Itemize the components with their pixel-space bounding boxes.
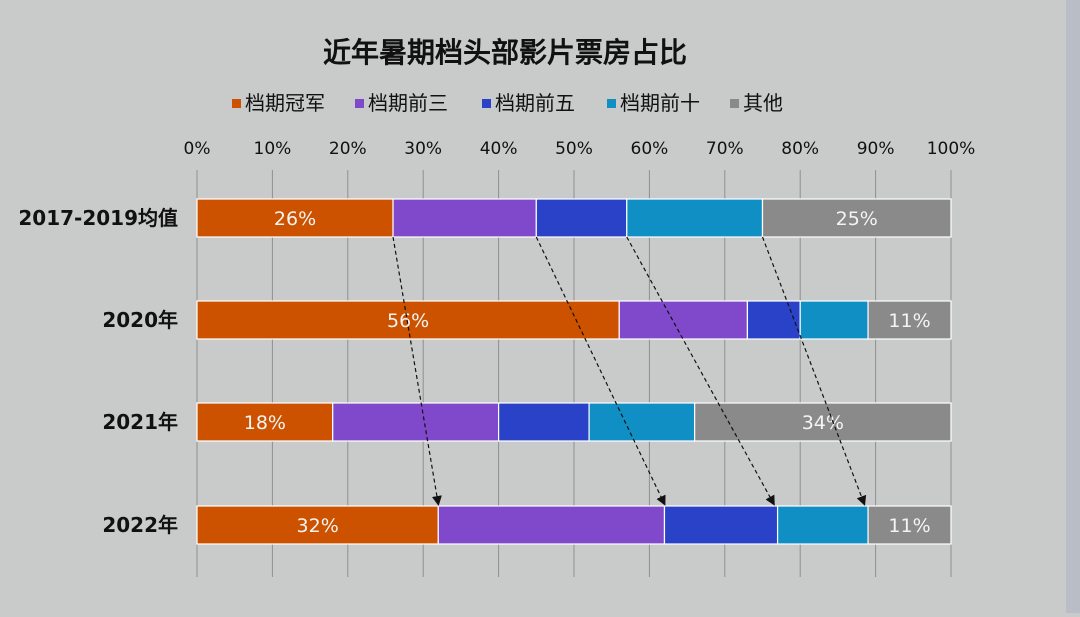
bar-segment [776,505,869,545]
y-category-label: 2022年 [102,513,178,537]
bar-segment [588,402,696,442]
data-label: 11% [888,310,930,332]
data-label: 18% [244,412,286,434]
data-label: 11% [888,515,930,537]
x-tick-label: 50% [555,139,593,159]
y-category-label: 2020年 [102,308,178,332]
legend-swatch [607,99,616,108]
dashed-arrow [392,236,442,506]
bar-segment [196,300,620,340]
bar-segment [746,300,801,340]
bar-segment [535,198,628,238]
legend-label: 档期前三 [368,91,448,115]
bar-segment [799,300,869,340]
data-label: 25% [836,208,878,230]
window-edge [1066,0,1080,613]
x-tick-label: 10% [254,139,292,159]
legend-label: 其他 [743,91,783,115]
bar-segment [498,402,590,442]
x-tick-label: 80% [781,139,819,159]
bar-segment [437,505,666,545]
chart-title: 近年暑期档头部影片票房占比 [323,36,687,69]
dashed-arrow [761,236,867,506]
x-axis: 0% 10% 20% 30% 40% 50% 60% 70% 80% 90% 100% [184,139,976,159]
bar-segment [867,300,952,340]
dashed-arrow [535,236,666,506]
bars [196,198,952,545]
legend-swatch [482,99,491,108]
x-tick-label: 70% [706,139,744,159]
data-label: 34% [802,412,844,434]
legend-label: 档期冠军 [245,91,325,115]
legend-label: 档期前十 [620,91,700,115]
legend-swatch [232,99,241,108]
y-category-label: 2017-2019均值 [18,206,178,230]
x-tick-label: 90% [857,139,895,159]
data-labels: 26% 25% 56% 11% 18% 34% 32% 11% [244,208,931,537]
x-tick-label: 30% [404,139,442,159]
y-axis: 2017-2019均值 2020年 2021年 2022年 [18,206,178,537]
bar-segment [332,402,500,442]
dashed-arrow [626,236,775,506]
bar-segment [618,300,749,340]
legend-swatch [730,99,739,108]
bar-segment [694,402,952,442]
y-category-label: 2021年 [102,410,178,434]
bar-segment [761,198,952,238]
annotation-arrows [392,236,867,506]
x-tick-label: 20% [329,139,367,159]
x-tick-label: 60% [631,139,669,159]
legend: 档期冠军 档期前三 档期前五 档期前十 其他 [232,91,783,115]
data-label: 32% [297,515,339,537]
x-tick-label: 40% [480,139,518,159]
bar-segment [626,198,764,238]
x-tick-label: 100% [927,139,976,159]
x-tick-label: 0% [184,139,211,159]
bar-segment [663,505,779,545]
legend-swatch [355,99,364,108]
bar-segment [867,505,952,545]
bar-segment [196,505,439,545]
data-label: 26% [274,208,316,230]
legend-label: 档期前五 [495,91,575,115]
bar-segment [392,198,537,238]
bar-segment [196,402,334,442]
bar-segment [196,198,394,238]
data-label: 56% [387,310,429,332]
